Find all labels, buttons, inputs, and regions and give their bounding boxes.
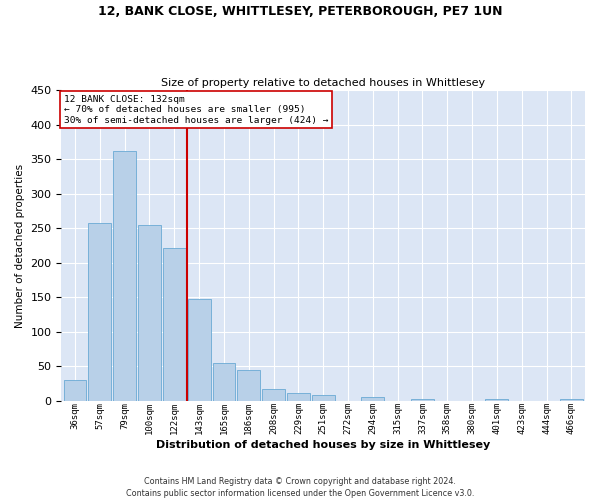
Bar	[411, 398, 434, 401]
Text: 12, BANK CLOSE, WHITTLESEY, PETERBOROUGH, PE7 1UN: 12, BANK CLOSE, WHITTLESEY, PETERBOROUGH…	[98, 5, 502, 18]
Bar	[262, 389, 285, 401]
Bar	[361, 396, 384, 401]
Bar	[212, 363, 235, 401]
Bar	[88, 222, 111, 401]
Bar	[64, 380, 86, 401]
X-axis label: Distribution of detached houses by size in Whittlesey: Distribution of detached houses by size …	[156, 440, 490, 450]
Bar	[287, 392, 310, 401]
Bar	[312, 394, 335, 401]
Bar	[188, 300, 211, 401]
Bar	[485, 398, 508, 401]
Text: 12 BANK CLOSE: 132sqm
← 70% of detached houses are smaller (995)
30% of semi-det: 12 BANK CLOSE: 132sqm ← 70% of detached …	[64, 95, 329, 124]
Text: Contains HM Land Registry data © Crown copyright and database right 2024.
Contai: Contains HM Land Registry data © Crown c…	[126, 476, 474, 498]
Bar	[163, 248, 186, 401]
Title: Size of property relative to detached houses in Whittlesey: Size of property relative to detached ho…	[161, 78, 485, 88]
Y-axis label: Number of detached properties: Number of detached properties	[15, 164, 25, 328]
Bar	[560, 398, 583, 401]
Bar	[113, 151, 136, 401]
Bar	[138, 225, 161, 401]
Bar	[238, 370, 260, 401]
